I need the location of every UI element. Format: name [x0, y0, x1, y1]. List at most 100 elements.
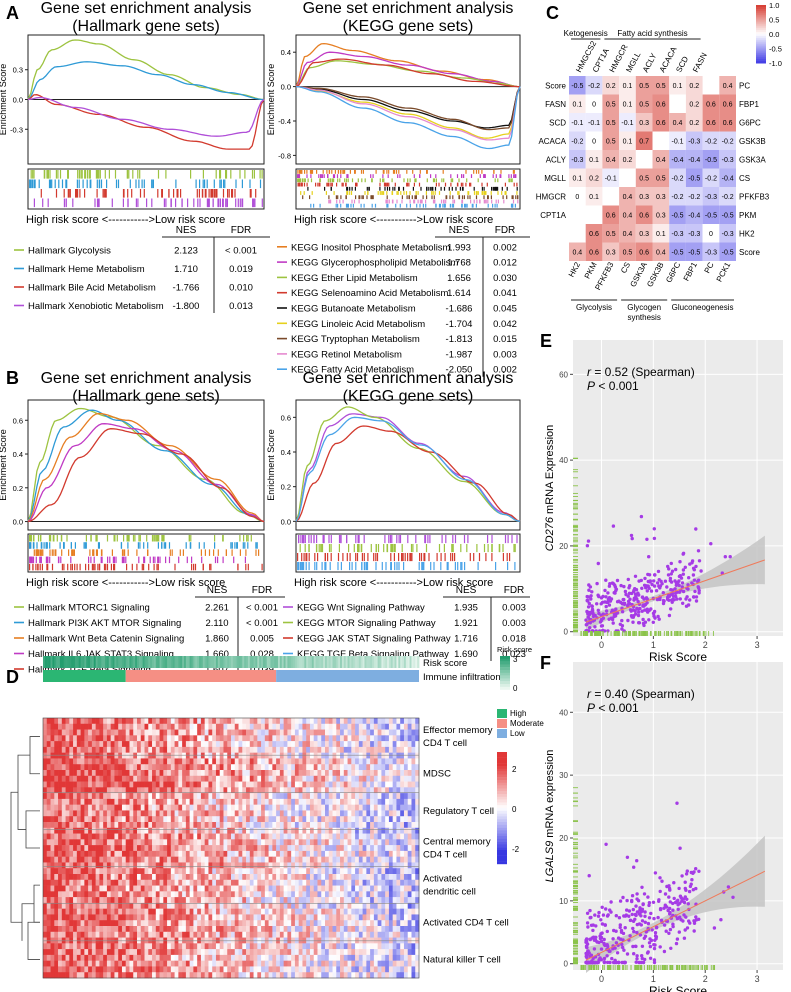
expression-cell	[336, 885, 341, 892]
expression-cell	[249, 850, 254, 857]
hit-mark	[338, 535, 341, 544]
expression-cell	[253, 781, 258, 788]
hit-mark	[49, 170, 51, 179]
expression-cell	[200, 735, 205, 742]
expression-cell	[189, 758, 194, 765]
hit-mark	[225, 170, 228, 179]
expression-cell	[264, 833, 269, 840]
expression-cell	[80, 735, 85, 742]
hit-mark	[304, 535, 306, 544]
hit-mark	[386, 170, 388, 174]
expression-cell	[332, 770, 337, 777]
hit-mark	[471, 203, 473, 208]
expression-cell	[208, 885, 213, 892]
expression-cell	[272, 723, 277, 730]
hit-mark	[206, 198, 208, 208]
hit-mark	[361, 544, 363, 553]
cell-value: -0.2	[722, 139, 734, 146]
expression-cell	[215, 827, 221, 834]
expression-cell	[88, 827, 93, 834]
expression-cell	[411, 850, 416, 857]
expression-cell	[121, 891, 127, 898]
expression-cell	[193, 752, 198, 759]
expression-cell	[84, 827, 89, 834]
expression-cell	[321, 770, 326, 777]
hit-mark	[300, 191, 302, 195]
hit-mark	[155, 535, 157, 542]
expression-cell	[306, 856, 311, 863]
expression-cell	[204, 839, 209, 846]
expression-cell	[272, 775, 277, 782]
expression-cell	[400, 810, 405, 817]
expression-cell	[362, 839, 367, 846]
expression-cell	[84, 746, 89, 753]
expression-cell	[223, 723, 228, 730]
expression-cell	[264, 856, 269, 863]
expression-cell	[58, 833, 63, 840]
risk-score-cell	[330, 656, 333, 668]
expression-cell	[355, 833, 360, 840]
expression-cell	[80, 723, 85, 730]
y-tick-label: 0.0	[13, 518, 23, 527]
expression-cell	[103, 874, 108, 881]
expression-cell	[249, 793, 254, 800]
hit-mark	[141, 563, 143, 571]
expression-cell	[58, 764, 63, 771]
expression-cell	[373, 764, 378, 771]
hit-mark	[451, 203, 453, 208]
expression-cell	[91, 752, 96, 759]
expression-cell	[317, 810, 322, 817]
expression-cell	[415, 764, 420, 771]
expression-cell	[215, 879, 221, 886]
hit-mark	[351, 178, 354, 183]
hit-mark	[388, 170, 390, 174]
hit-mark	[379, 178, 381, 183]
expression-cell	[370, 816, 375, 823]
cell-value: 0.5	[639, 83, 649, 90]
expression-cell	[155, 891, 160, 898]
expression-cell	[129, 874, 134, 881]
expression-cell	[167, 845, 172, 852]
expression-cell	[76, 845, 81, 852]
expression-cell	[170, 793, 175, 800]
hit-mark	[412, 170, 414, 174]
expression-cell	[76, 746, 81, 753]
expression-cell	[95, 741, 100, 748]
expression-cell	[268, 741, 273, 748]
expression-cell	[80, 770, 85, 777]
expression-cell	[298, 868, 303, 875]
expression-cell	[197, 862, 202, 869]
expression-cell	[110, 856, 115, 863]
nes-value: -1.800	[173, 301, 200, 312]
expression-cell	[347, 845, 352, 852]
hit-mark	[143, 563, 145, 571]
expression-cell	[261, 816, 266, 823]
hit-mark	[124, 549, 126, 556]
hit-mark	[498, 544, 500, 553]
expression-cell	[328, 874, 333, 881]
hit-mark	[444, 553, 446, 562]
expression-cell	[400, 735, 405, 742]
expression-cell	[291, 839, 296, 846]
expression-cell	[148, 775, 153, 782]
expression-cell	[261, 729, 266, 736]
hit-mark	[345, 178, 348, 183]
expression-cell	[95, 822, 100, 829]
hit-mark	[506, 553, 508, 562]
hit-mark	[303, 562, 305, 571]
expression-cell	[302, 891, 307, 898]
expression-cell	[118, 868, 123, 875]
heat-cell	[652, 205, 670, 224]
expression-cell	[400, 752, 405, 759]
expression-cell	[272, 781, 277, 788]
expression-cell	[415, 868, 420, 875]
hit-mark	[30, 542, 32, 549]
expression-cell	[234, 746, 239, 753]
expression-cell	[178, 770, 183, 777]
expression-cell	[61, 839, 66, 846]
expression-cell	[388, 718, 393, 725]
expression-cell	[411, 827, 416, 834]
expression-cell	[163, 752, 168, 759]
expression-cell	[287, 822, 292, 829]
expression-cell	[392, 718, 397, 725]
